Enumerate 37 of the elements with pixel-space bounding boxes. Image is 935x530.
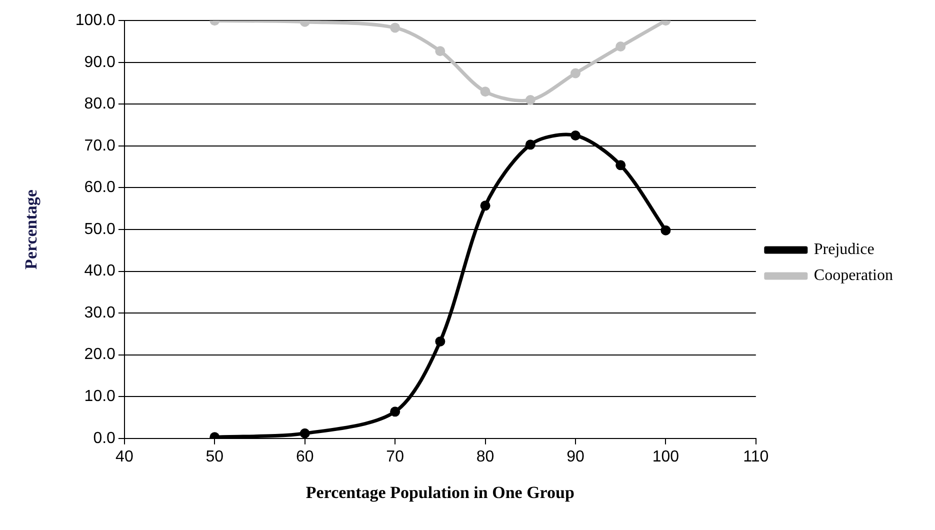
point bbox=[435, 336, 446, 346]
legend-label: Prejudice bbox=[814, 241, 874, 258]
point bbox=[480, 200, 490, 211]
x-axis-title: Percentage Population in One Group bbox=[306, 483, 574, 502]
point bbox=[570, 130, 580, 140]
y-tick-label: 80.0 bbox=[84, 96, 116, 113]
point bbox=[480, 86, 490, 97]
x-tick-label: 70 bbox=[386, 448, 404, 466]
y-tick-label: 0.0 bbox=[93, 430, 116, 447]
x-tick-label: 100 bbox=[652, 448, 680, 466]
point bbox=[570, 68, 580, 78]
point bbox=[390, 406, 400, 417]
y-tick-label: 10.0 bbox=[84, 388, 116, 406]
x-tick-label: 80 bbox=[476, 448, 494, 466]
x-tick-label: 50 bbox=[206, 448, 224, 466]
point bbox=[525, 94, 536, 105]
point bbox=[435, 46, 446, 56]
y-tick-label: 30.0 bbox=[84, 304, 116, 322]
y-tick-label: 50.0 bbox=[84, 220, 116, 238]
y-tick-label: 90.0 bbox=[84, 54, 116, 71]
x-tick-label: 110 bbox=[743, 448, 769, 466]
legend-label: Cooperation bbox=[814, 267, 893, 284]
y-tick-label: 20.0 bbox=[84, 346, 116, 364]
point bbox=[616, 160, 626, 170]
point bbox=[390, 22, 400, 33]
y-tick-label: 40.0 bbox=[84, 262, 116, 280]
y-tick-label: 100.0 bbox=[75, 12, 116, 30]
y-tick-label: 70.0 bbox=[84, 137, 116, 154]
point bbox=[300, 428, 310, 438]
x-tick-label: 60 bbox=[296, 448, 314, 466]
point bbox=[616, 42, 626, 52]
x-tick-label: 40 bbox=[116, 448, 134, 466]
x-tick-label: 90 bbox=[566, 448, 584, 466]
point bbox=[660, 225, 671, 236]
point bbox=[525, 140, 536, 150]
y-tick-label: 60.0 bbox=[84, 179, 116, 196]
y-axis-title: Percentage bbox=[22, 189, 41, 270]
